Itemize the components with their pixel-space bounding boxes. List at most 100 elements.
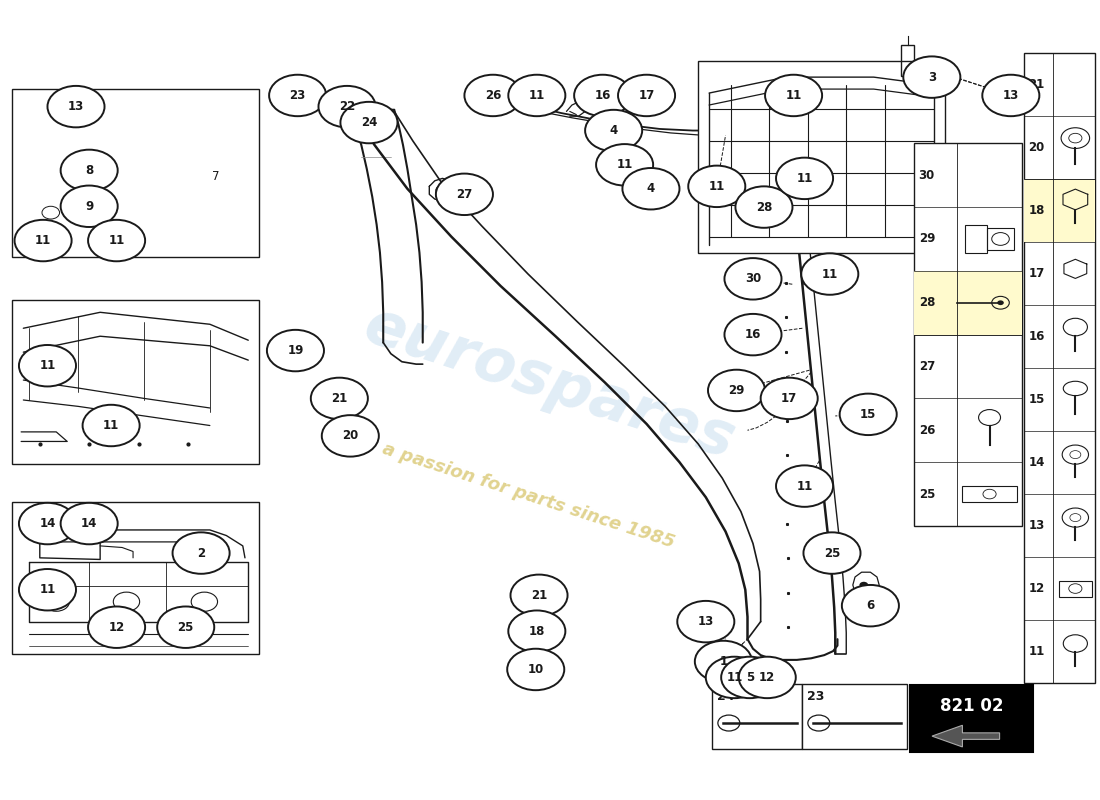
Text: 17: 17 (1028, 267, 1045, 280)
Circle shape (508, 74, 565, 116)
Text: 27: 27 (918, 360, 935, 373)
Text: 12: 12 (1028, 582, 1045, 595)
Bar (1024, 179, 1096, 242)
Circle shape (319, 86, 375, 127)
Text: 4: 4 (609, 124, 618, 137)
Circle shape (585, 110, 642, 151)
Circle shape (766, 74, 822, 116)
Text: 11: 11 (616, 158, 632, 171)
Text: 8: 8 (85, 164, 94, 177)
Text: 11: 11 (708, 180, 725, 193)
Circle shape (322, 415, 378, 457)
Text: 21: 21 (1028, 78, 1045, 91)
Circle shape (340, 102, 397, 143)
Text: 21: 21 (531, 589, 547, 602)
Bar (12, 502, 260, 654)
Text: 10: 10 (528, 663, 543, 676)
Text: 18: 18 (1028, 204, 1045, 217)
Text: 28: 28 (918, 296, 935, 310)
Circle shape (706, 657, 763, 698)
Circle shape (157, 606, 214, 648)
Text: 2: 2 (197, 546, 205, 559)
Circle shape (725, 258, 781, 299)
Bar (901, 46, 914, 75)
Circle shape (761, 378, 817, 419)
Circle shape (19, 345, 76, 386)
Text: 11: 11 (40, 583, 56, 596)
Circle shape (803, 532, 860, 574)
Text: 12: 12 (759, 671, 775, 684)
Circle shape (311, 378, 367, 419)
Text: 11: 11 (796, 172, 813, 185)
Circle shape (998, 300, 1004, 305)
Text: 20: 20 (1028, 141, 1045, 154)
Text: 5: 5 (746, 671, 754, 684)
Text: 30: 30 (745, 272, 761, 286)
Text: 21: 21 (331, 392, 348, 405)
Bar (698, 61, 945, 253)
Bar (12, 300, 260, 464)
Circle shape (19, 503, 76, 544)
Text: 11: 11 (796, 479, 813, 493)
Text: 13: 13 (697, 615, 714, 628)
Text: 16: 16 (1028, 330, 1045, 343)
Circle shape (88, 220, 145, 262)
Text: 13: 13 (1028, 519, 1045, 532)
Circle shape (678, 601, 735, 642)
Text: 22: 22 (339, 100, 355, 113)
Circle shape (508, 610, 565, 652)
Bar (914, 271, 1022, 334)
Text: 30: 30 (918, 169, 935, 182)
Circle shape (618, 74, 675, 116)
Text: 18: 18 (529, 625, 544, 638)
Text: 11: 11 (1028, 645, 1045, 658)
Text: 26: 26 (485, 89, 502, 102)
Text: a passion for parts since 1985: a passion for parts since 1985 (379, 440, 676, 551)
Circle shape (47, 86, 104, 127)
Text: 1: 1 (719, 655, 727, 668)
Text: 7: 7 (211, 170, 219, 183)
Text: 11: 11 (529, 89, 544, 102)
Text: 25: 25 (918, 487, 935, 501)
Text: 6: 6 (867, 599, 875, 612)
Text: 19: 19 (287, 344, 304, 357)
Text: 9: 9 (85, 200, 94, 213)
Text: 26: 26 (918, 424, 935, 437)
Circle shape (623, 168, 680, 210)
Bar (1059, 581, 1092, 597)
Circle shape (464, 74, 521, 116)
Circle shape (596, 144, 653, 186)
Circle shape (776, 466, 833, 507)
Text: eurospares: eurospares (358, 296, 742, 472)
Circle shape (14, 220, 72, 262)
Text: 29: 29 (918, 233, 935, 246)
Text: 3: 3 (927, 70, 936, 84)
Text: 27: 27 (456, 188, 473, 201)
Text: 17: 17 (781, 392, 798, 405)
Text: 23: 23 (289, 89, 306, 102)
Text: 11: 11 (40, 359, 56, 372)
Circle shape (60, 150, 118, 191)
Circle shape (842, 585, 899, 626)
Circle shape (695, 641, 752, 682)
Text: 23: 23 (806, 690, 824, 703)
Text: 11: 11 (103, 419, 119, 432)
Bar (914, 143, 1022, 526)
Circle shape (903, 56, 960, 98)
Text: 14: 14 (81, 517, 98, 530)
Text: 11: 11 (785, 89, 802, 102)
Circle shape (510, 574, 568, 616)
Circle shape (859, 582, 868, 588)
Bar (966, 225, 988, 254)
Bar (1024, 54, 1096, 683)
Circle shape (173, 532, 230, 574)
Circle shape (708, 370, 766, 411)
Text: 15: 15 (860, 408, 877, 421)
Bar (12, 89, 260, 257)
Text: 12: 12 (109, 621, 124, 634)
Circle shape (736, 186, 792, 228)
Bar (988, 228, 1014, 250)
Text: 24: 24 (361, 116, 377, 129)
Circle shape (436, 174, 493, 215)
Circle shape (19, 569, 76, 610)
